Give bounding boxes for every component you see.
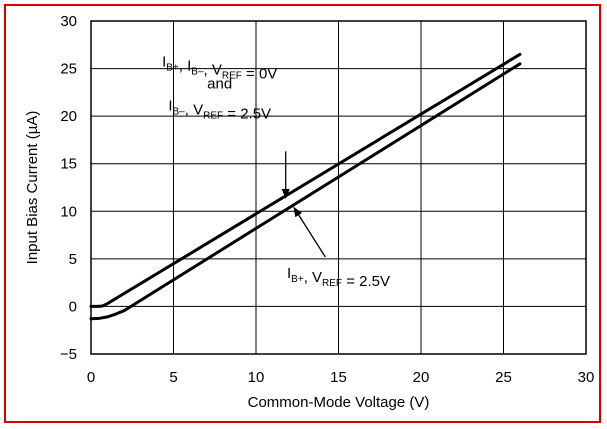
x-tick-label: 10 — [248, 369, 265, 386]
y-axis-label: Input Bias Current (µA) — [24, 111, 41, 265]
annotation-1-text: and — [207, 76, 232, 93]
y-tick-label: 0 — [69, 298, 77, 315]
x-tick-label: 30 — [578, 369, 595, 386]
series-line-1 — [89, 52, 522, 308]
grid-layer — [90, 20, 587, 355]
annotation-1-text: IB+, IB–, VREF = 0V — [162, 54, 277, 83]
plot-area-border — [90, 20, 587, 355]
x-tick-label: 0 — [87, 369, 95, 386]
y-tick-label: 15 — [60, 156, 77, 173]
y-tick-label: −5 — [60, 346, 77, 363]
series-layer — [89, 52, 522, 321]
annotation-2-text: IB+, VREF = 2.5V — [287, 265, 390, 290]
series-line-2 — [89, 62, 522, 321]
annotation-2-arrow — [293, 206, 326, 258]
y-tick-label: 5 — [69, 251, 77, 268]
x-tick-label: 5 — [169, 369, 177, 386]
y-tick-label: 20 — [60, 108, 77, 125]
annotation-1-text: IB–, VREF = 2.5V — [168, 98, 271, 123]
y-tick-label: 25 — [60, 61, 77, 78]
x-axis-label: Common-Mode Voltage (V) — [248, 394, 430, 411]
x-tick-label: 20 — [413, 369, 430, 386]
chart-frame — [4, 4, 601, 423]
y-tick-label: 30 — [60, 13, 77, 30]
x-tick-label: 25 — [495, 369, 512, 386]
x-tick-label: 15 — [330, 369, 347, 386]
axis-layer: 0 5 10 15 20 25 30 −5 0 5 10 15 20 25 30 — [60, 13, 594, 386]
y-tick-label: 10 — [60, 203, 77, 220]
